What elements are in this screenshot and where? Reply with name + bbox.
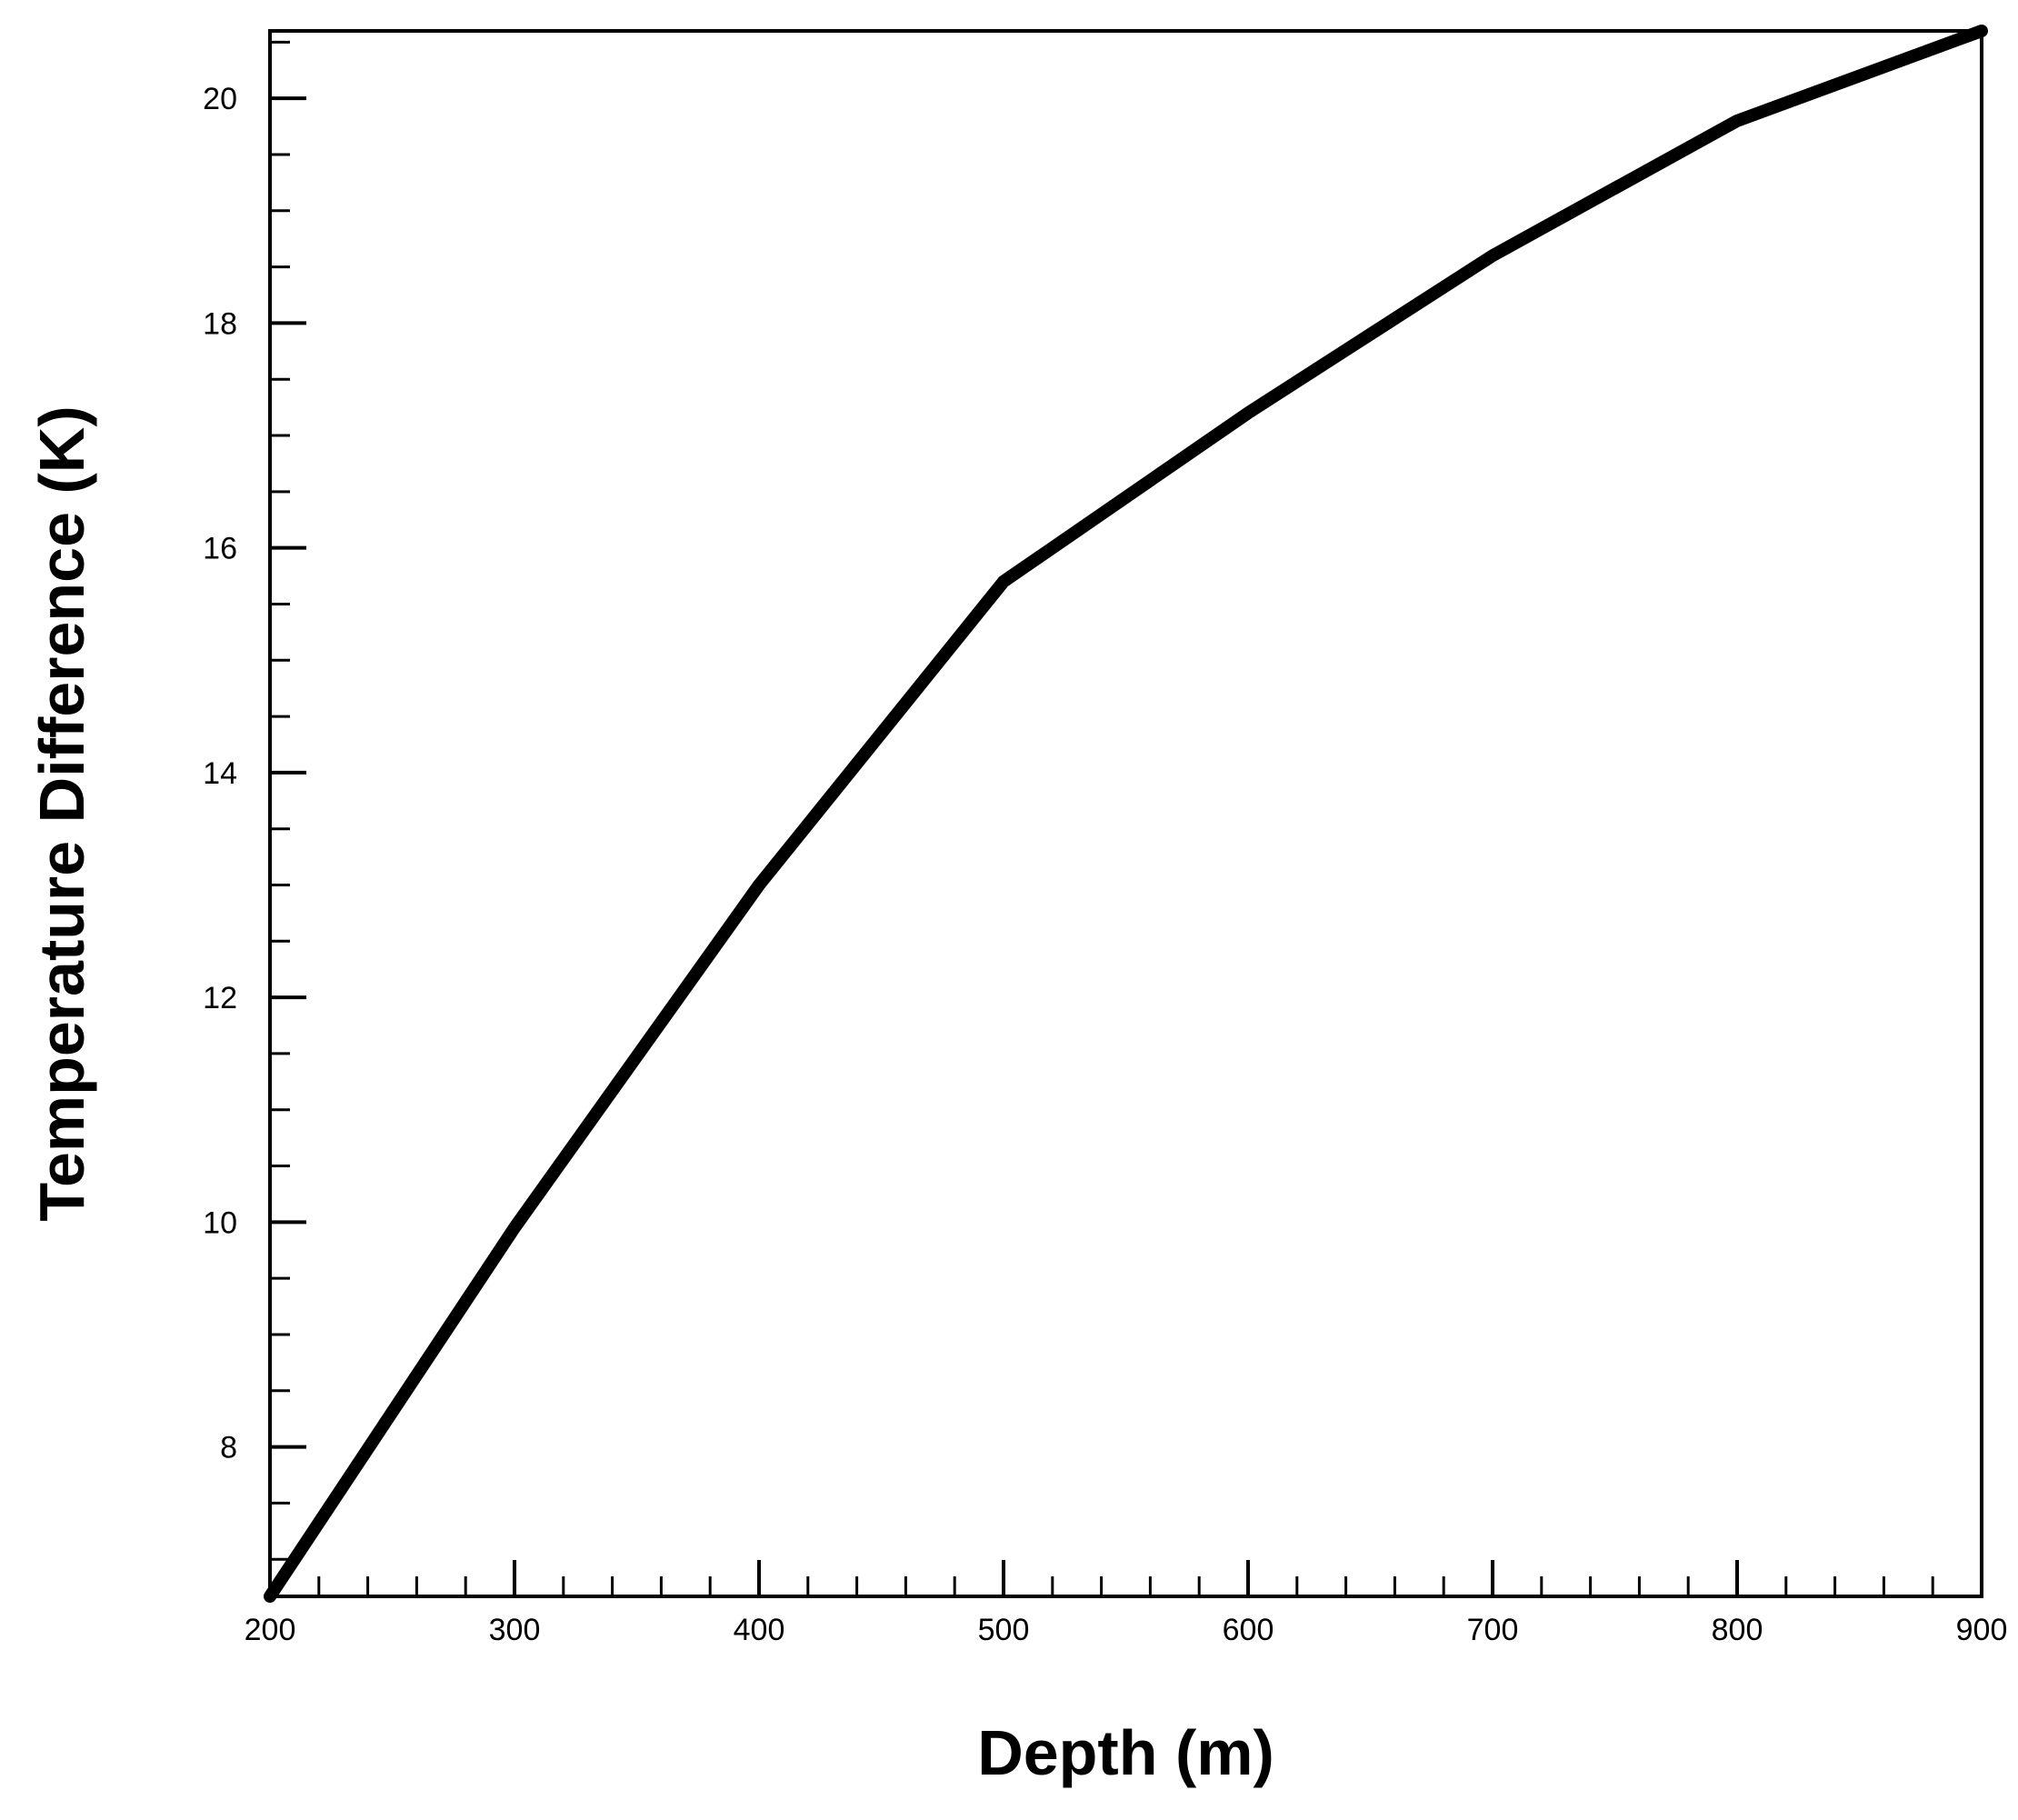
y-tick-labels: 8 10 12 14 16 18 20 [203, 82, 237, 1465]
minor-ticks [270, 40, 1934, 1596]
series-line [264, 25, 1988, 1603]
series-layer [264, 25, 1988, 1603]
x-tick-label: 400 [734, 1613, 785, 1647]
y-axis-title: Temperature Difference (K) [26, 405, 97, 1221]
y-tick-label: 20 [203, 82, 237, 116]
y-tick-label: 8 [220, 1431, 237, 1465]
plot-frame [268, 29, 1983, 1598]
major-ticks [268, 96, 1983, 1596]
y-tick-label: 12 [203, 981, 237, 1015]
x-tick-labels: 200 300 400 500 600 700 800 900 [245, 1613, 2008, 1647]
x-axis-title: Depth (m) [977, 1717, 1274, 1788]
x-tick-label: 500 [978, 1613, 1030, 1647]
x-tick-label: 300 [489, 1613, 541, 1647]
x-tick-label: 800 [1712, 1613, 1763, 1647]
x-tick-label: 200 [245, 1613, 296, 1647]
y-tick-label: 18 [203, 306, 237, 341]
y-tick-label: 10 [203, 1205, 237, 1240]
y-tick-label: 16 [203, 532, 237, 566]
x-tick-label: 900 [1956, 1613, 2008, 1647]
x-tick-label: 600 [1223, 1613, 1274, 1647]
x-tick-label: 700 [1467, 1613, 1519, 1647]
y-tick-label: 14 [203, 756, 237, 791]
